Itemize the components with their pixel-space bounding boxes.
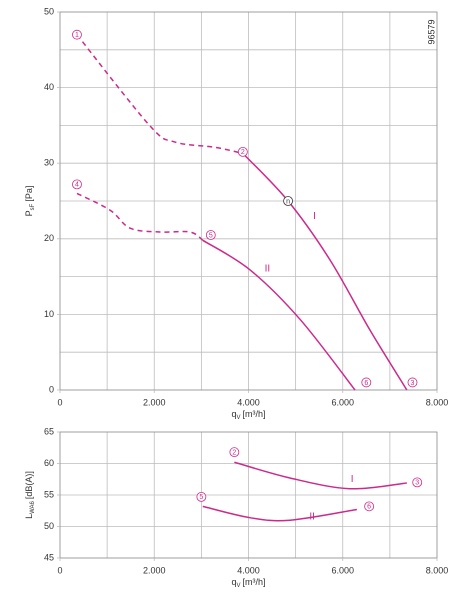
marker-label: 3 <box>411 380 415 387</box>
marker-label: 6 <box>364 380 368 387</box>
marker-label: 2 <box>232 450 236 457</box>
y-tick-label: 50 <box>44 521 54 531</box>
curve <box>76 192 204 241</box>
marker-circle <box>72 29 82 40</box>
marker-circle <box>412 477 423 488</box>
marker-circle <box>283 196 293 206</box>
x-tick-label: 8.000 <box>426 397 449 407</box>
y-tick-label: 65 <box>44 426 54 436</box>
marker-circle <box>237 146 248 157</box>
curve <box>234 461 407 490</box>
x-label-sub: V <box>236 415 240 421</box>
y-label-sub: sF <box>30 203 36 210</box>
curve <box>202 239 356 391</box>
x-label-main: q <box>231 577 236 587</box>
x-tick-label: 4.000 <box>237 565 260 575</box>
x-tick-label: 8.000 <box>426 565 449 575</box>
curve-label: II <box>265 264 271 275</box>
x-label-sub: V <box>236 583 240 589</box>
marker-circle <box>72 179 82 190</box>
x-tick-label: 2.000 <box>143 397 166 407</box>
y-tick-label: 20 <box>44 233 54 243</box>
curve-label: I <box>313 211 316 222</box>
curve-label: II <box>309 512 315 523</box>
curve-label: I <box>351 474 354 485</box>
y-label-unit: [dB(A)] <box>24 471 34 499</box>
y-tick-label: 60 <box>44 458 54 468</box>
x-tick-label: 0 <box>57 565 62 575</box>
marker-label: 3 <box>415 480 419 487</box>
marker-circle <box>407 377 418 388</box>
marker-circle <box>364 501 375 512</box>
curve <box>202 505 358 522</box>
curve <box>242 152 408 391</box>
y-tick-label: 10 <box>44 309 54 319</box>
marker-circle <box>205 230 216 240</box>
marker-label: 2 <box>241 149 245 156</box>
marker-label: 4 <box>75 182 79 189</box>
marker-circle <box>361 377 372 388</box>
x-tick-label: 6.000 <box>331 565 354 575</box>
id-code: 96579 <box>426 19 436 44</box>
marker-circle <box>229 447 240 458</box>
y-tick-label: 50 <box>44 6 54 16</box>
x-label-unit: [m³/h] <box>243 409 266 419</box>
curve <box>76 34 244 155</box>
y-tick-label: 30 <box>44 158 54 168</box>
marker-label: 6 <box>367 504 371 511</box>
marker-label: 1 <box>75 32 79 39</box>
x-axis-label: qV [m³/h] <box>231 409 265 420</box>
y-axis-label: LWA6[dB(A)] <box>24 471 35 519</box>
y-label-main: P <box>24 210 34 216</box>
y-tick-label: 0 <box>49 384 54 394</box>
marker-label: 5 <box>199 494 203 501</box>
y-tick-label: 45 <box>44 552 54 562</box>
y-label-unit: [Pa] <box>24 186 34 202</box>
x-tick-label: 4.000 <box>237 397 260 407</box>
marker-label: n <box>286 198 290 205</box>
y-axis-label: PsF[Pa] <box>24 186 35 217</box>
y-tick-label: 40 <box>44 82 54 92</box>
marker-circle <box>196 491 207 502</box>
x-tick-label: 0 <box>57 397 62 407</box>
x-tick-label: 6.000 <box>331 397 354 407</box>
y-label-sub: WA6 <box>30 500 36 513</box>
x-tick-label: 2.000 <box>143 565 166 575</box>
x-label-unit: [m³/h] <box>243 577 266 587</box>
marker-label: 5 <box>209 232 213 239</box>
x-label-main: q <box>231 409 236 419</box>
y-tick-label: 55 <box>44 489 54 499</box>
y-label-main: L <box>24 514 34 519</box>
x-axis-label: qV [m³/h] <box>231 577 265 588</box>
